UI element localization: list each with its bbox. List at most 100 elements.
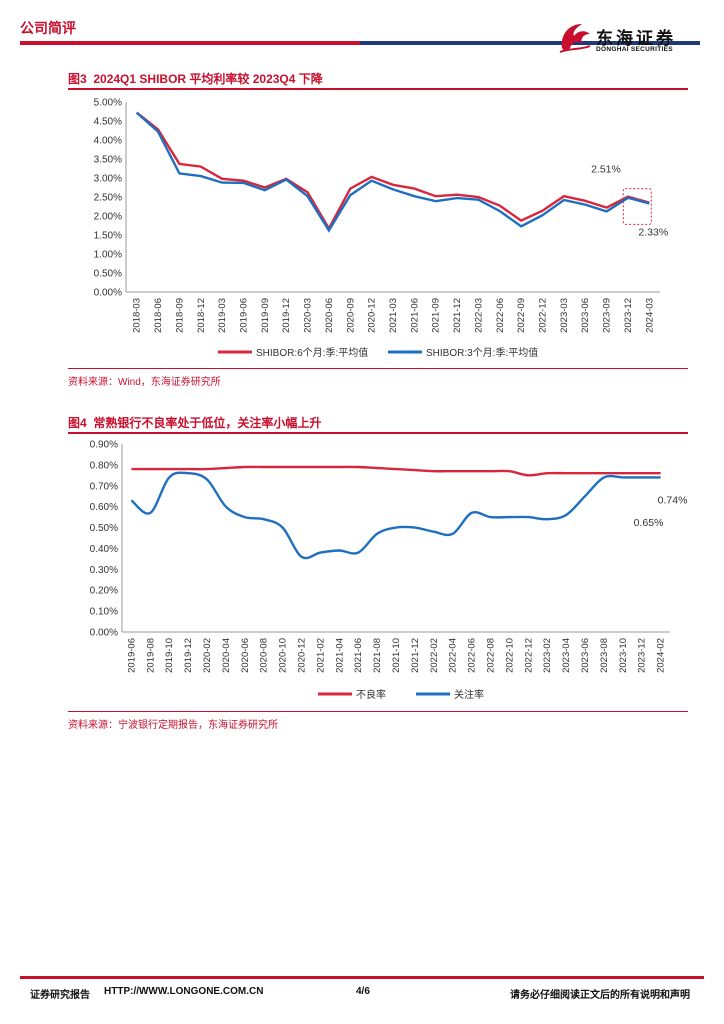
x-tick-label: 2020-04 (221, 638, 232, 673)
x-tick-label: 2019-12 (281, 298, 292, 333)
x-tick-label: 2020-06 (324, 298, 335, 333)
x-tick-label: 2022-04 (448, 638, 459, 673)
y-tick-label: 1.00% (94, 250, 122, 261)
x-tick-label: 2023-08 (599, 638, 610, 673)
y-tick-label: 0.00% (94, 288, 122, 299)
header-rule-red (20, 41, 360, 45)
figure-4-chart: 0.00% 0.10% 0.20% 0.30% 0.40% 0.50% 0.60% 0.70%… (90, 440, 688, 702)
y-tick-label: 2.00% (94, 212, 122, 223)
legend-label-2: SHIBOR:3个月:季:平均值 (426, 346, 538, 359)
x-tick-label: 2020-12 (297, 638, 308, 673)
x-tick-label: 2019-03 (217, 298, 228, 333)
y-tick-label: 0.70% (90, 481, 118, 492)
y-tick-label: 3.50% (94, 155, 122, 166)
x-tick-label: 2021-02 (315, 638, 326, 673)
header-rule-blue (360, 41, 700, 45)
legend-label-1: SHIBOR:6个月:季:平均值 (256, 346, 368, 359)
y-tick-label: 0.00% (90, 628, 118, 639)
x-tick-label: 2022-06 (467, 638, 478, 673)
x-tick-label: 2019-08 (145, 638, 156, 673)
x-tick-label: 2023-12 (623, 298, 634, 333)
series-line-2 (135, 111, 650, 233)
y-tick-label: 0.50% (90, 523, 118, 534)
figure-4-source: 资料来源：宁波银行定期报告，东海证券研究所 (68, 720, 278, 731)
annotation-label-1: 2.51% (591, 164, 621, 176)
x-tick-label: 2021-06 (409, 298, 420, 333)
logo-text-cn: 东海证券 (596, 29, 676, 48)
y-tick-label: 0.90% (90, 440, 118, 451)
series-line-2 (130, 471, 661, 560)
annotation-label-2: 0.65% (634, 517, 664, 529)
x-tick-label: 2022-12 (538, 298, 549, 333)
x-tick-label: 2018-09 (174, 298, 185, 333)
y-tick-label: 5.00% (94, 98, 122, 109)
x-tick-label: 2020-02 (202, 638, 213, 673)
x-tick-label: 2021-12 (452, 298, 463, 333)
x-tick-label: 2022-12 (523, 638, 534, 673)
x-tick-label: 2021-08 (372, 638, 383, 673)
donghai-logo-icon (559, 24, 591, 53)
figure-3-top-rule (68, 88, 688, 90)
x-tick-label: 2022-02 (429, 638, 440, 673)
y-tick-label: 4.50% (94, 117, 122, 128)
figure-4-caption: 常熟银行不良率处于低位，关注率小幅上升 (93, 416, 322, 430)
x-tick-label: 2021-03 (388, 298, 399, 333)
x-tick-label: 2024-02 (656, 638, 667, 673)
x-tick-label: 2020-08 (259, 638, 270, 673)
section-label: 公司简评 (20, 20, 76, 36)
x-tick-label: 2023-03 (559, 298, 570, 333)
figure-3-title: 图3 2024Q1 SHIBOR 平均利率较 2023Q4 下降 (68, 70, 323, 87)
figure-4-label: 图4 (68, 416, 87, 430)
figure-4-title: 图4 常熟银行不良率处于低位，关注率小幅上升 (68, 414, 321, 431)
x-tick-label: 2019-06 (126, 638, 137, 673)
figure-3-chart: 0.00% 0.50% 1.00% 1.50% 2.00% 2.50% 3.00% 3.50%… (94, 98, 669, 360)
y-tick-label: 0.30% (90, 565, 118, 576)
x-tick-label: 2018-03 (132, 298, 143, 333)
x-tick-label: 2023-09 (602, 298, 613, 333)
y-tick-label: 0.10% (90, 607, 118, 618)
x-tick-label: 2022-10 (504, 638, 515, 673)
x-tick-label: 2018-06 (153, 298, 164, 333)
x-tick-label: 2020-10 (278, 638, 289, 673)
annotation-label-1: 0.74% (658, 494, 688, 506)
x-tick-label: 2020-09 (345, 298, 356, 333)
x-tick-label: 2019-06 (238, 298, 249, 333)
y-tick-label: 0.50% (94, 269, 122, 280)
logo-text-en: DONGHAI SECURITIES (596, 46, 673, 53)
legend-label-2: 关注率 (454, 688, 484, 701)
x-tick-label: 2021-04 (334, 638, 345, 673)
annotation-label-2: 2.33% (638, 226, 668, 238)
y-tick-label: 1.50% (94, 231, 122, 242)
x-tick-label: 2021-06 (353, 638, 364, 673)
x-tick-label: 2018-12 (196, 298, 207, 333)
figure-4-bottom-rule (68, 711, 688, 712)
figure-4-top-rule (68, 432, 688, 434)
x-tick-label: 2023-10 (618, 638, 629, 673)
x-tick-label: 2020-12 (367, 298, 378, 333)
x-tick-label: 2023-06 (580, 298, 591, 333)
figure-3-caption: 2024Q1 SHIBOR 平均利率较 2023Q4 下降 (93, 72, 323, 86)
y-tick-label: 4.00% (94, 136, 122, 147)
footer-url[interactable]: HTTP://WWW.LONGONE.COM.CN (104, 986, 264, 997)
x-tick-label: 2019-09 (260, 298, 271, 333)
x-tick-label: 2024-03 (644, 298, 655, 333)
footer-report-type: 证券研究报告 (30, 990, 90, 1001)
x-tick-label: 2021-09 (431, 298, 442, 333)
figure-3-source: 资料来源：Wind，东海证券研究所 (68, 377, 221, 388)
x-tick-label: 2019-12 (183, 638, 194, 673)
legend-label-1: 不良率 (356, 688, 386, 701)
x-tick-label: 2023-02 (542, 638, 553, 673)
x-tick-label: 2023-06 (580, 638, 591, 673)
x-tick-label: 2022-06 (495, 298, 506, 333)
y-tick-label: 0.40% (90, 544, 118, 555)
x-tick-label: 2020-06 (240, 638, 251, 673)
y-tick-label: 2.50% (94, 193, 122, 204)
x-tick-label: 2022-03 (473, 298, 484, 333)
y-tick-label: 3.00% (94, 174, 122, 185)
x-tick-label: 2019-10 (164, 638, 175, 673)
figure-3-bottom-rule (68, 368, 688, 369)
x-tick-label: 2021-12 (410, 638, 421, 673)
footer-disclaimer: 请务必仔细阅读正文后的所有说明和声明 (510, 990, 690, 1001)
footer-rule (20, 976, 704, 979)
x-tick-label: 2023-12 (637, 638, 648, 673)
